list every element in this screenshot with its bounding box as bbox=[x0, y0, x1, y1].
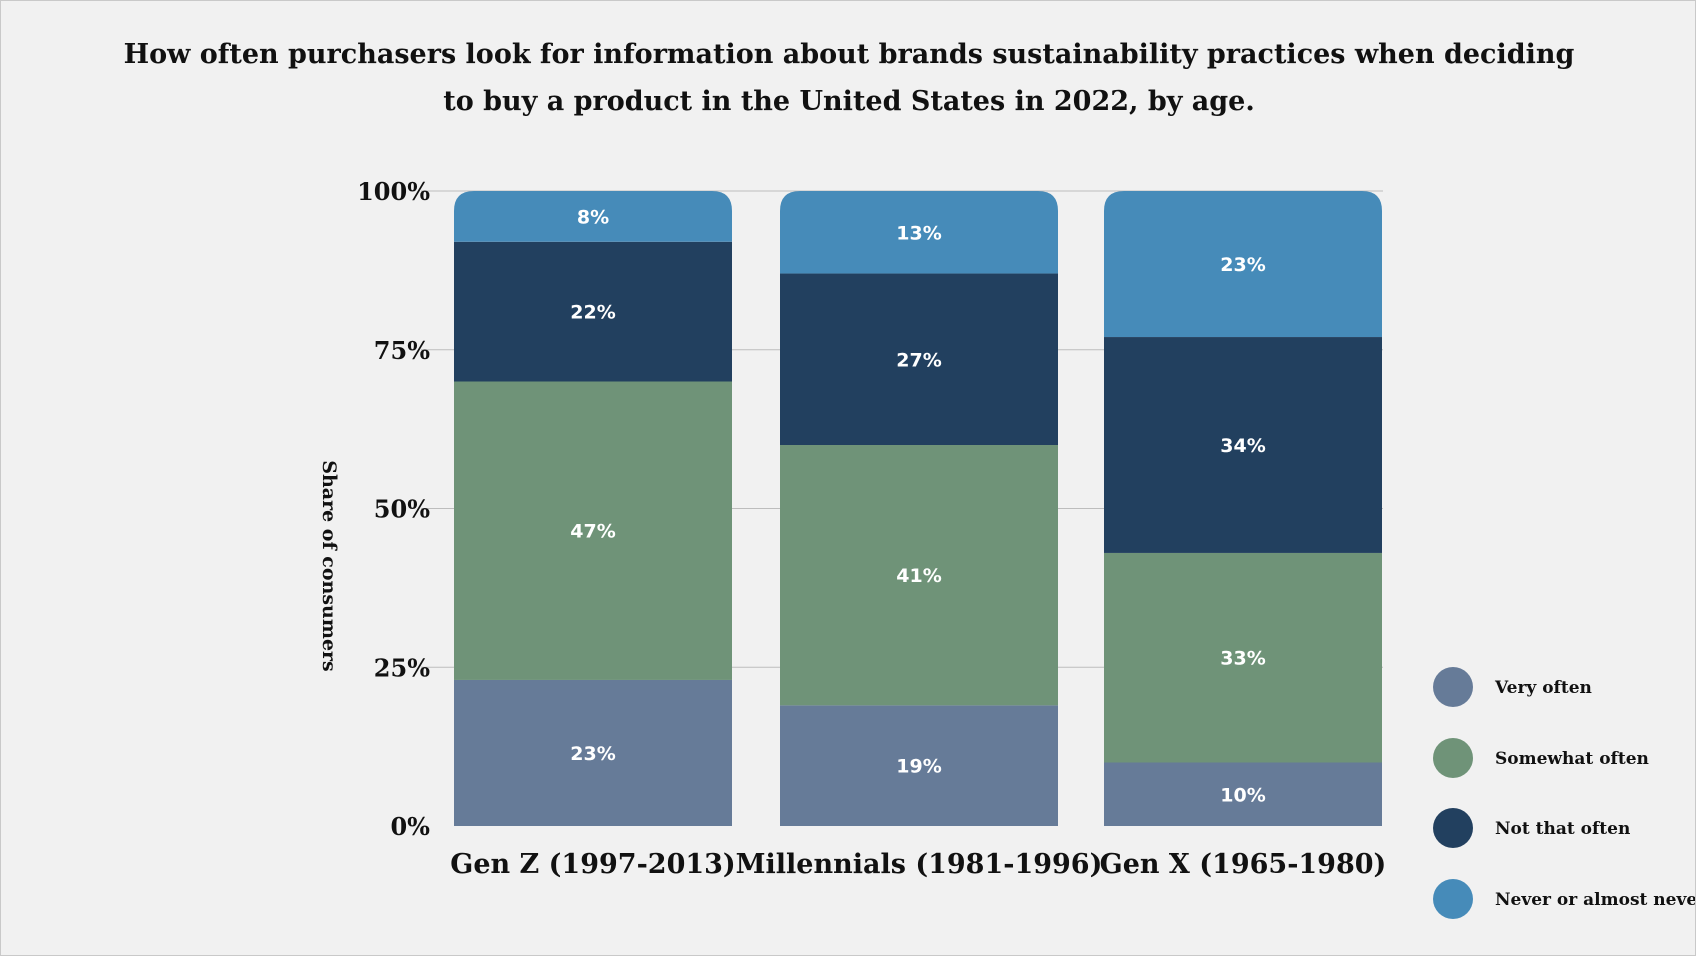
bar-millennials-very-often bbox=[780, 705, 1058, 826]
bar-millennials-never-or-almost-never bbox=[780, 191, 1058, 274]
bar-gen-x-not-that-often bbox=[1104, 337, 1382, 553]
data-label-gen-x-2: 34% bbox=[1220, 435, 1265, 457]
x-category-label-gen-x: Gen X (1965-1980) bbox=[1100, 849, 1387, 880]
chart-title: How often purchasers look for informatio… bbox=[124, 39, 1575, 117]
y-tick-label-25: 25% bbox=[374, 653, 430, 682]
data-labels: 23% 47% 22% 8% 19% 41% 27% 13% 10% 33% 34% 23% bbox=[570, 206, 1265, 806]
y-tick-label-75: 75% bbox=[374, 336, 430, 365]
bar-millennials-somewhat-often bbox=[780, 445, 1058, 706]
legend: Very often Somewhat often Not that often Ne… bbox=[1433, 667, 1695, 919]
y-axis-ticks: 0% 25% 50% 75% 100% bbox=[357, 177, 430, 841]
bar-millennials-not-that-often bbox=[780, 273, 1058, 445]
data-label-gen-z-3: 8% bbox=[577, 206, 609, 228]
bar-gen-z-very-often bbox=[454, 679, 732, 826]
legend-swatch-very-often bbox=[1433, 667, 1473, 707]
data-label-millennials-2: 27% bbox=[896, 349, 941, 371]
bar-gen-z-not-that-often bbox=[454, 241, 732, 382]
data-label-gen-z-0: 23% bbox=[570, 743, 615, 765]
data-label-gen-x-3: 23% bbox=[1220, 254, 1265, 276]
bar-gen-z-somewhat-often bbox=[454, 381, 732, 680]
bar-gen-z-never-or-almost-never bbox=[454, 191, 732, 242]
y-axis-label: Share of consumers bbox=[318, 460, 340, 672]
bar-gen-x-very-often bbox=[1104, 762, 1382, 826]
y-tick-label-0: 0% bbox=[390, 812, 430, 841]
bar-gen-x-somewhat-often bbox=[1104, 552, 1382, 763]
chart-title-line-2: to buy a product in the United States in… bbox=[443, 86, 1255, 117]
bars bbox=[454, 191, 1382, 826]
legend-swatch-somewhat-often bbox=[1433, 738, 1473, 778]
legend-label-very-often: Very often bbox=[1494, 678, 1592, 698]
legend-label-somewhat-often: Somewhat often bbox=[1495, 749, 1649, 769]
bar-gen-x-never-or-almost-never bbox=[1104, 191, 1382, 338]
legend-label-not-that-often: Not that often bbox=[1495, 819, 1630, 839]
data-label-millennials-3: 13% bbox=[896, 222, 941, 244]
data-label-millennials-1: 41% bbox=[896, 565, 941, 587]
chart-title-line-1: How often purchasers look for informatio… bbox=[124, 39, 1575, 70]
data-label-gen-x-1: 33% bbox=[1220, 648, 1265, 670]
x-axis-categories: Gen Z (1997-2013) Millennials (1981-1996)… bbox=[450, 849, 1386, 880]
data-label-gen-x-0: 10% bbox=[1220, 784, 1265, 806]
legend-label-never-or-almost-never: Never or almost never bbox=[1495, 890, 1695, 910]
y-tick-label-100: 100% bbox=[357, 177, 430, 206]
data-label-millennials-0: 19% bbox=[896, 756, 941, 778]
x-category-label-millennials: Millennials (1981-1996) bbox=[736, 849, 1103, 880]
legend-swatch-not-that-often bbox=[1433, 808, 1473, 848]
y-tick-label-50: 50% bbox=[374, 495, 430, 524]
x-category-label-gen-z: Gen Z (1997-2013) bbox=[450, 849, 735, 880]
legend-swatch-never-or-almost-never bbox=[1433, 879, 1473, 919]
data-label-gen-z-1: 47% bbox=[570, 521, 615, 543]
data-label-gen-z-2: 22% bbox=[570, 302, 615, 324]
